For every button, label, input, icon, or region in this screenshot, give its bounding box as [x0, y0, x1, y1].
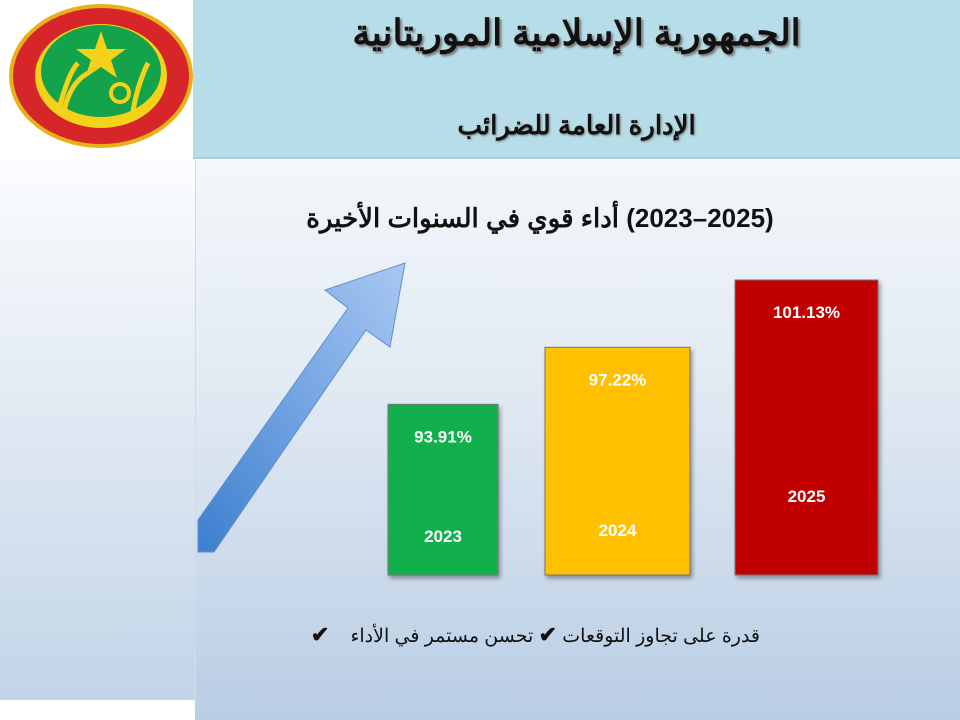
- footer-highlights: قدرة على تجاوز التوقعات ✔ تحسن مستمر في …: [240, 622, 760, 648]
- check-icon: ✔: [538, 622, 557, 647]
- trend-arrow-icon: [197, 262, 406, 553]
- page-title: الجمهورية الإسلامية الموريتانية: [352, 12, 801, 53]
- data-label: 97.22%: [589, 370, 647, 389]
- data-label: 93.91%: [414, 427, 472, 446]
- data-label: 101.13%: [773, 303, 840, 322]
- mauritania-emblem-logo: [9, 4, 193, 148]
- bar-2024: [544, 346, 691, 576]
- header-banner: الجمهورية الإسلامية الموريتانية الإدارة …: [193, 0, 960, 159]
- page-subtitle: الإدارة العامة للضرائب: [457, 110, 696, 140]
- category-label: 2023: [424, 527, 462, 546]
- left-panel: [0, 160, 196, 700]
- bar-2023: [387, 403, 499, 576]
- bar-2025: [734, 279, 879, 576]
- category-label: 2024: [599, 521, 637, 540]
- highlight-continuous-improvement: تحسن مستمر في الأداء: [350, 626, 534, 647]
- check-icon: ✔: [310, 622, 330, 647]
- chart-title: (2025–2023) أداء قوي في السنوات الأخيرة: [306, 203, 774, 233]
- highlight-exceed-expectations: قدرة على تجاوز التوقعات: [562, 626, 760, 647]
- category-label: 2025: [788, 487, 826, 506]
